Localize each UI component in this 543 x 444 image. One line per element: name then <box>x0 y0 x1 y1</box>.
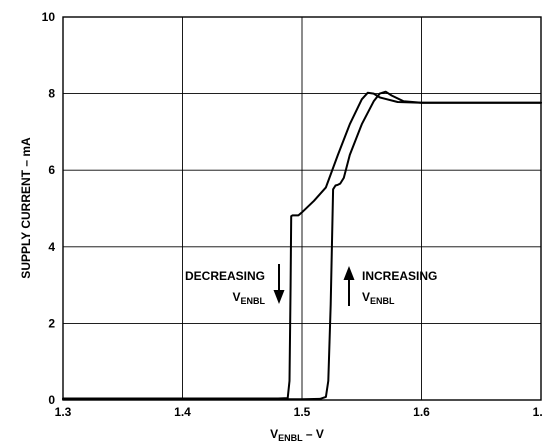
x-axis-label-main: V <box>270 427 278 441</box>
series-line-2 <box>62 90 542 401</box>
annotation-increasing-line1: INCREASING <box>362 269 437 283</box>
y-tick-label: 8 <box>48 87 55 101</box>
down-arrow-icon <box>273 264 285 304</box>
annotation-decreasing-line2: VENBL <box>232 290 265 306</box>
tick-labels: 1.3 1.4 1.5 1.6 1.7 0 2 4 6 8 10 <box>42 10 543 419</box>
x-axis-label: VENBL – V <box>270 427 324 443</box>
y-axis-label: SUPPLY CURRENT – mA <box>19 137 33 279</box>
x-axis-label-suffix: – V <box>303 427 324 441</box>
annotation-increasing: INCREASING VENBL <box>343 266 437 306</box>
x-tick-label: 1.4 <box>174 405 191 419</box>
annotation-decreasing: DECREASING VENBL <box>185 264 285 306</box>
y-tick-label: 4 <box>48 240 55 254</box>
annotation-increasing-sub: ENBL <box>370 296 395 306</box>
annotation-increasing-v: V <box>362 290 370 304</box>
x-tick-label: 1.6 <box>413 405 430 419</box>
annotation-decreasing-sub: ENBL <box>241 296 266 306</box>
series-line-1 <box>62 91 542 400</box>
x-tick-label: 1.3 <box>55 405 72 419</box>
annotation-decreasing-line1: DECREASING <box>185 269 265 283</box>
x-axis-label-sub: ENBL <box>278 433 303 443</box>
y-tick-label: 0 <box>48 393 55 407</box>
y-tick-label: 6 <box>48 163 55 177</box>
x-tick-label: 1.7 <box>533 405 543 419</box>
annotation-increasing-line2: VENBL <box>362 290 395 306</box>
x-tick-label: 1.5 <box>294 405 311 419</box>
up-arrow-icon <box>343 266 355 306</box>
grid-lines <box>63 17 541 400</box>
y-tick-label: 2 <box>48 316 55 330</box>
series-lines <box>62 90 542 401</box>
y-tick-label: 10 <box>42 10 56 24</box>
annotation-decreasing-v: V <box>232 290 240 304</box>
